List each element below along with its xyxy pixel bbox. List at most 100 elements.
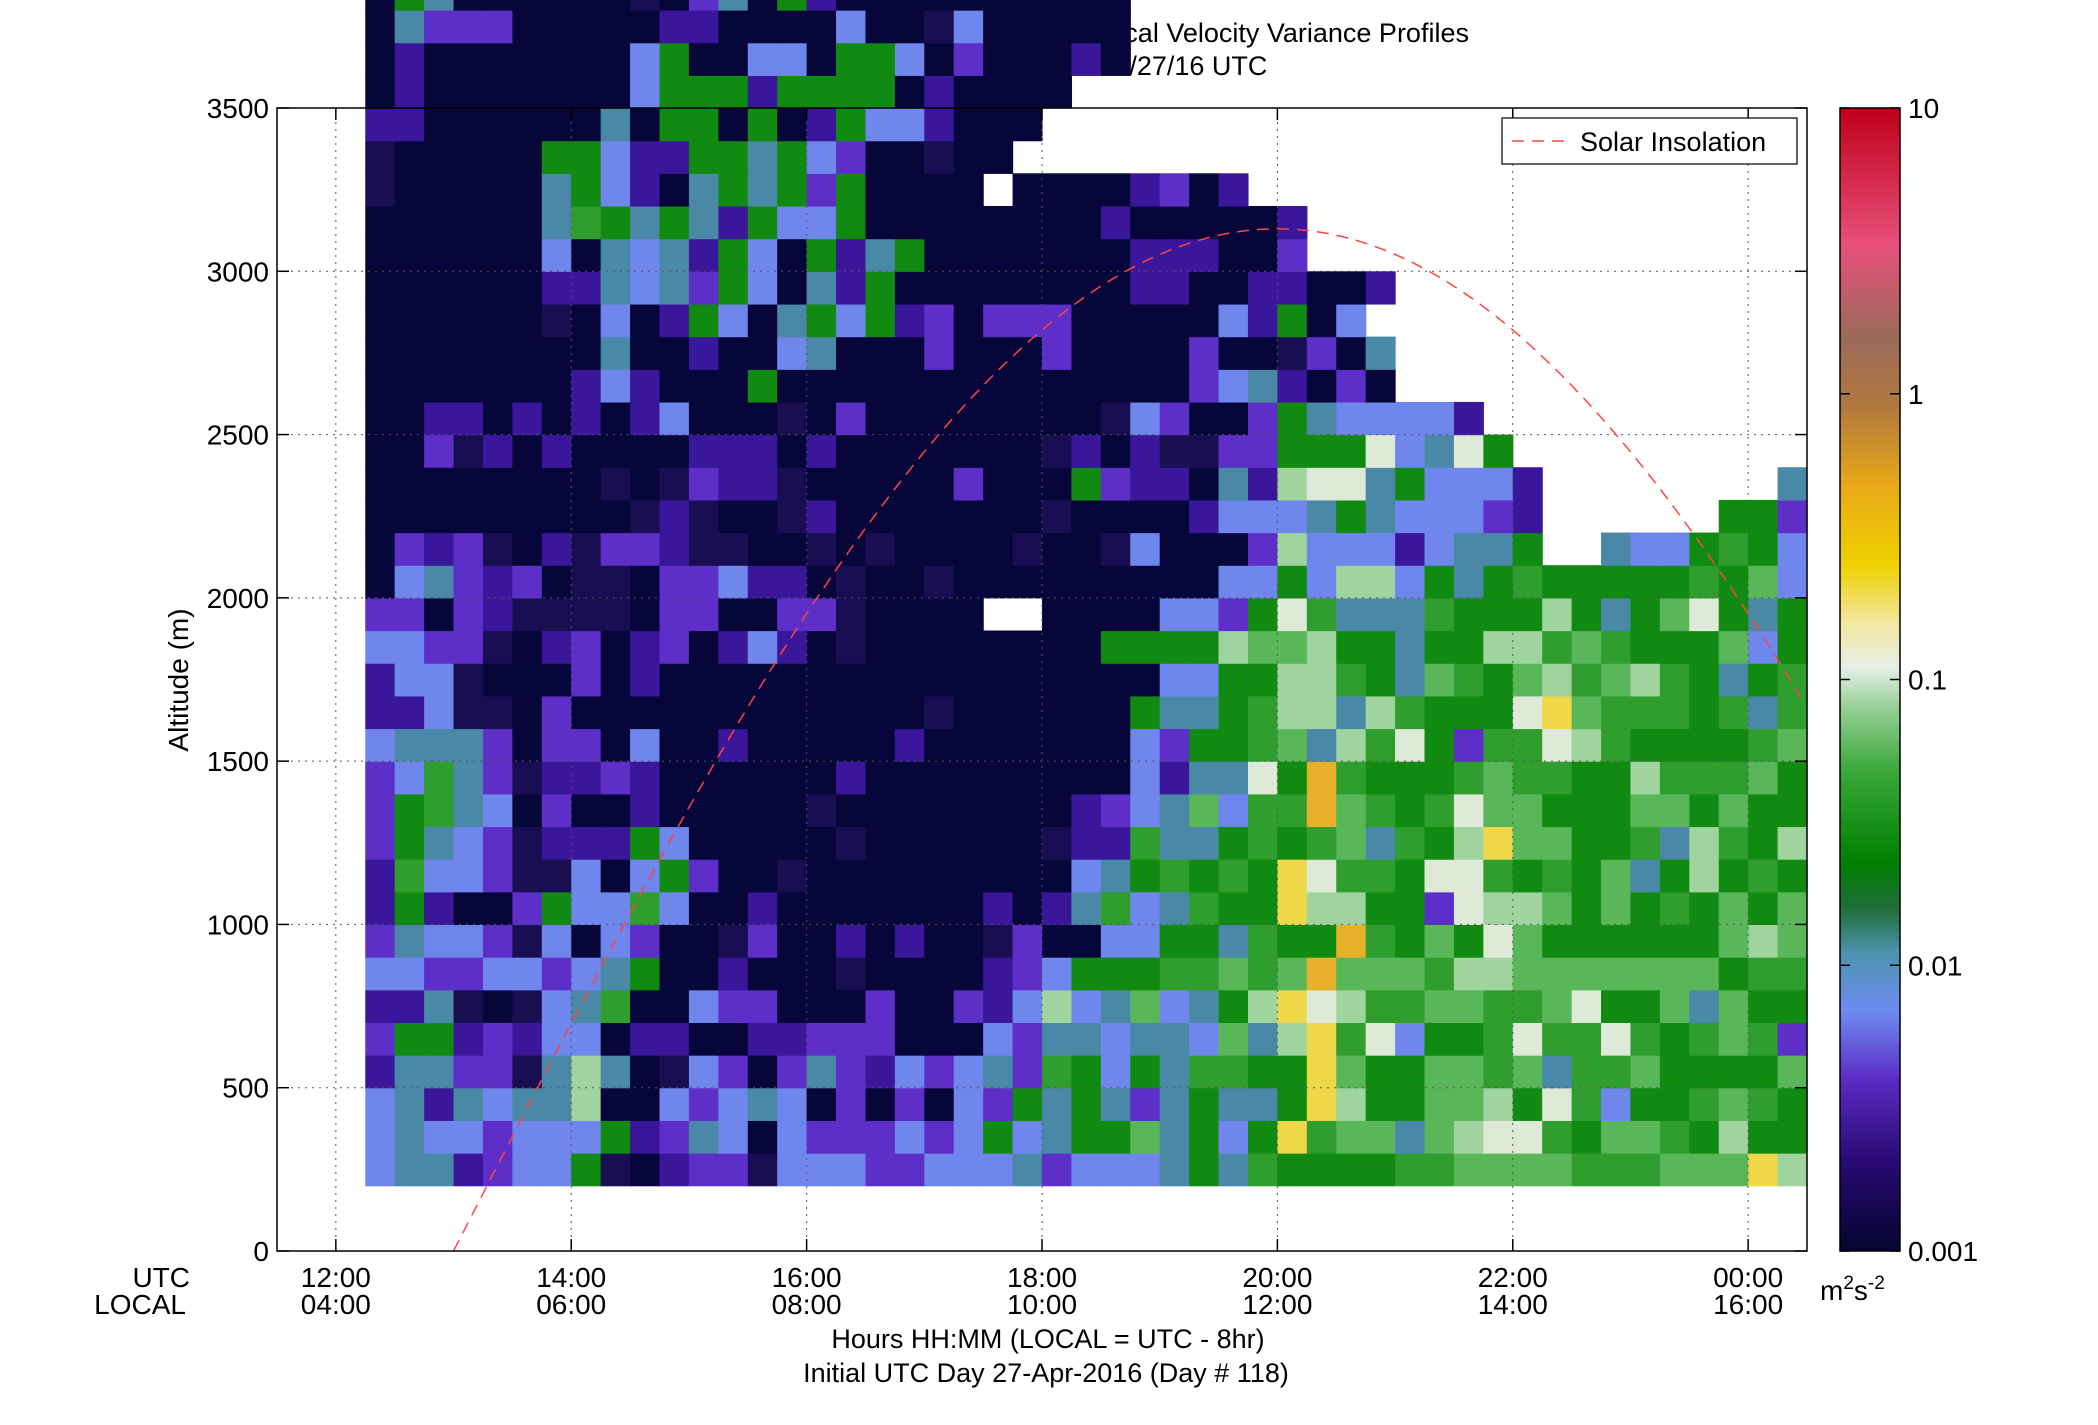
heatmap-cell xyxy=(924,761,955,795)
heatmap-cell xyxy=(365,597,396,632)
heatmap-cell xyxy=(630,499,661,534)
heatmap-cell xyxy=(453,793,484,828)
heatmap-cell xyxy=(953,369,984,403)
heatmap-cell xyxy=(482,728,513,762)
heatmap-cell xyxy=(512,10,543,44)
initial-day-label: Initial UTC Day 27-Apr-2016 (Day # 118) xyxy=(803,1358,1289,1388)
heatmap-cell xyxy=(394,401,425,436)
heatmap-cell xyxy=(1071,1120,1102,1154)
heatmap-cell xyxy=(1483,467,1514,501)
heatmap-cell xyxy=(482,565,513,599)
heatmap-cell xyxy=(718,728,749,762)
heatmap-cell xyxy=(688,205,719,240)
heatmap-cell xyxy=(1659,957,1690,991)
heatmap-cell xyxy=(1424,859,1455,893)
heatmap-cell xyxy=(865,1120,896,1154)
heatmap-cell xyxy=(1071,957,1102,991)
heatmap-cell xyxy=(512,499,543,534)
heatmap-cell xyxy=(1748,891,1779,926)
heatmap-cell xyxy=(453,957,484,991)
heatmap-cell xyxy=(1395,793,1426,828)
heatmap-cell xyxy=(1012,499,1043,534)
heatmap-cell xyxy=(1336,924,1367,958)
heatmap-cell xyxy=(630,728,661,762)
heatmap-cell xyxy=(1012,303,1043,338)
heatmap-cell xyxy=(836,989,867,1023)
heatmap-cell xyxy=(1042,75,1073,109)
heatmap-cell xyxy=(1247,630,1278,664)
heatmap-cell xyxy=(806,42,837,76)
heatmap-cell xyxy=(1748,1120,1779,1154)
heatmap-cell xyxy=(1601,565,1632,599)
heatmap-cell xyxy=(894,793,925,828)
heatmap-cell xyxy=(806,1120,837,1154)
heatmap-cell xyxy=(1218,630,1249,664)
heatmap-cell xyxy=(1571,1022,1602,1056)
heatmap-cell xyxy=(924,1022,955,1056)
heatmap-cell xyxy=(1100,10,1131,44)
heatmap-cell xyxy=(806,271,837,305)
heatmap-cell xyxy=(865,140,896,174)
legend-entry: Solar Insolation xyxy=(1580,127,1766,157)
heatmap-cell xyxy=(924,989,955,1023)
heatmap-cell xyxy=(512,1055,543,1089)
heatmap-cell xyxy=(571,75,602,109)
heatmap-cell xyxy=(1012,1120,1043,1154)
heatmap-cell xyxy=(630,173,661,207)
heatmap-cell xyxy=(953,467,984,501)
heatmap-cell xyxy=(541,0,572,11)
heatmap-cell xyxy=(688,924,719,958)
heatmap-cell xyxy=(453,10,484,44)
heatmap-cell xyxy=(1071,1055,1102,1089)
heatmap-cell xyxy=(1189,565,1220,599)
heatmap-cell xyxy=(571,1022,602,1056)
heatmap-cell xyxy=(571,499,602,534)
heatmap-cell xyxy=(1130,271,1161,305)
heatmap-cell xyxy=(1159,859,1190,893)
heatmap-cell xyxy=(424,434,455,468)
heatmap-cell xyxy=(365,1120,396,1154)
heatmap-cell xyxy=(512,695,543,730)
heatmap-cell xyxy=(924,369,955,403)
heatmap-cell xyxy=(1218,924,1249,958)
heatmap-cell xyxy=(1130,499,1161,534)
heatmap-cell xyxy=(424,108,455,142)
heatmap-cell xyxy=(1630,1087,1661,1121)
heatmap-cell xyxy=(1306,695,1337,730)
heatmap-cell xyxy=(777,532,808,566)
heatmap-cell xyxy=(953,42,984,76)
heatmap-cell xyxy=(659,75,690,109)
heatmap-cell xyxy=(1247,467,1278,501)
heatmap-cell xyxy=(394,532,425,566)
heatmap-cell xyxy=(865,238,896,272)
heatmap-cell xyxy=(424,1022,455,1056)
heatmap-cell xyxy=(836,597,867,632)
heatmap-cell xyxy=(1748,663,1779,697)
heatmap-cell xyxy=(1042,1022,1073,1056)
heatmap-cell xyxy=(630,761,661,795)
heatmap-cell xyxy=(1365,1087,1396,1121)
heatmap-cell xyxy=(747,369,778,403)
heatmap-cell xyxy=(541,532,572,566)
heatmap-cell xyxy=(453,695,484,730)
heatmap-cell xyxy=(1659,565,1690,599)
heatmap-cell xyxy=(600,1022,631,1056)
heatmap-cell xyxy=(924,434,955,468)
heatmap-cell xyxy=(1012,565,1043,599)
heatmap-cell xyxy=(541,761,572,795)
heatmap-cell xyxy=(1748,761,1779,795)
heatmap-cell xyxy=(1130,663,1161,697)
heatmap-cell xyxy=(512,336,543,370)
heatmap-cell xyxy=(983,728,1014,762)
heatmap-cell xyxy=(806,434,837,468)
heatmap-cell xyxy=(1100,434,1131,468)
heatmap-cell xyxy=(424,565,455,599)
heatmap-cell xyxy=(1277,989,1308,1023)
heatmap-cell xyxy=(777,467,808,501)
heatmap-cell xyxy=(512,467,543,501)
heatmap-cell xyxy=(541,1120,572,1154)
heatmap-cell xyxy=(1189,728,1220,762)
heatmap-cell xyxy=(1571,859,1602,893)
heatmap-cell xyxy=(600,826,631,860)
heatmap-cell xyxy=(1365,826,1396,860)
